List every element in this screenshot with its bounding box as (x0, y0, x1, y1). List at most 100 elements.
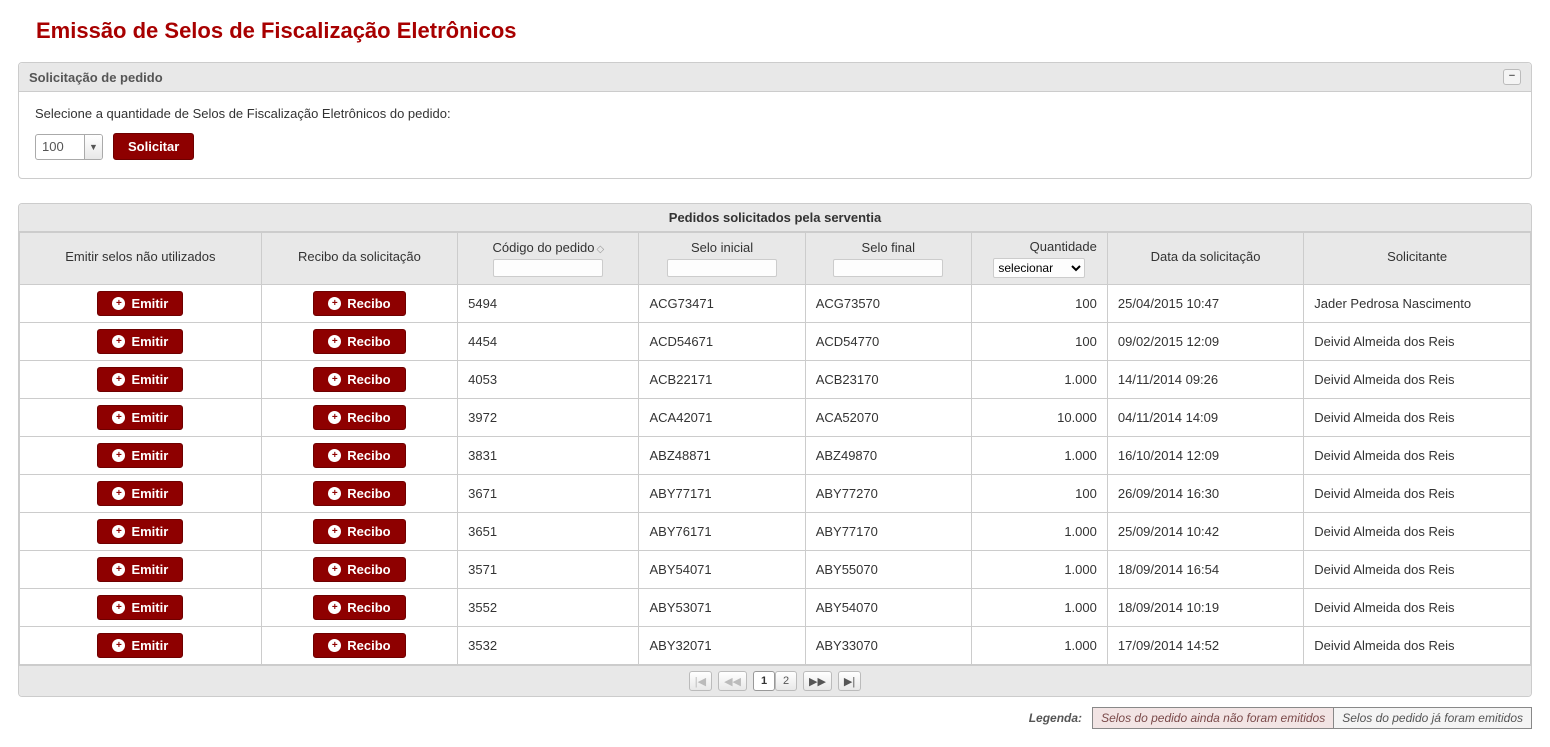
recibo-button[interactable]: +Recibo (313, 443, 405, 468)
cell-selo-final: ACA52070 (805, 399, 971, 437)
cell-data: 16/10/2014 12:09 (1107, 437, 1303, 475)
plus-circle-icon: + (112, 335, 125, 348)
filter-selo-final-input[interactable] (833, 259, 943, 277)
recibo-button[interactable]: +Recibo (313, 367, 405, 392)
cell-data: 18/09/2014 10:19 (1107, 589, 1303, 627)
th-selo-final-label: Selo final (816, 240, 961, 255)
plus-circle-icon: + (112, 449, 125, 462)
th-solicitante-label: Solicitante (1314, 249, 1520, 264)
cell-data: 14/11/2014 09:26 (1107, 361, 1303, 399)
recibo-button[interactable]: +Recibo (313, 329, 405, 354)
legend-pending: Selos do pedido ainda não foram emitidos (1092, 707, 1334, 729)
request-panel-header: Solicitação de pedido − (19, 63, 1531, 92)
cell-selo-inicial: ABZ48871 (639, 437, 805, 475)
cell-selo-inicial: ACG73471 (639, 285, 805, 323)
recibo-button[interactable]: +Recibo (313, 519, 405, 544)
recibo-button[interactable]: +Recibo (313, 291, 405, 316)
request-panel-body: Selecione a quantidade de Selos de Fisca… (19, 92, 1531, 178)
filter-codigo-input[interactable] (493, 259, 603, 277)
cell-solicitante: Deivid Almeida dos Reis (1304, 475, 1531, 513)
cell-solicitante: Deivid Almeida dos Reis (1304, 399, 1531, 437)
cell-selo-inicial: ABY53071 (639, 589, 805, 627)
cell-quantidade: 1.000 (971, 437, 1107, 475)
th-codigo[interactable]: Código do pedido◇ (458, 233, 639, 285)
emitir-button[interactable]: +Emitir (97, 557, 183, 582)
emitir-button[interactable]: +Emitir (97, 519, 183, 544)
cell-data: 17/09/2014 14:52 (1107, 627, 1303, 665)
cell-solicitante: Deivid Almeida dos Reis (1304, 437, 1531, 475)
cell-solicitante: Deivid Almeida dos Reis (1304, 589, 1531, 627)
cell-selo-final: ACG73570 (805, 285, 971, 323)
recibo-button[interactable]: +Recibo (313, 633, 405, 658)
page-title: Emissão de Selos de Fiscalização Eletrôn… (36, 18, 1532, 44)
request-panel-header-label: Solicitação de pedido (29, 70, 163, 85)
cell-data: 09/02/2015 12:09 (1107, 323, 1303, 361)
th-emitir-label: Emitir selos não utilizados (30, 249, 251, 264)
paginator-prev-icon[interactable]: ◀◀ (718, 671, 747, 691)
recibo-button[interactable]: +Recibo (313, 595, 405, 620)
legend: Legenda: Selos do pedido ainda não foram… (18, 707, 1532, 729)
recibo-button[interactable]: +Recibo (313, 481, 405, 506)
emitir-button[interactable]: +Emitir (97, 291, 183, 316)
filter-quantidade-select[interactable]: selecionar (993, 258, 1085, 278)
quantity-stepper[interactable]: 100 ▼ (35, 134, 103, 160)
cell-data: 25/09/2014 10:42 (1107, 513, 1303, 551)
paginator-page[interactable]: 2 (775, 671, 797, 691)
cell-selo-inicial: ACA42071 (639, 399, 805, 437)
plus-circle-icon: + (328, 487, 341, 500)
table-row: +Emitir+Recibo3571ABY54071ABY550701.0001… (20, 551, 1531, 589)
th-quantidade: Quantidade selecionar (971, 233, 1107, 285)
paginator-first-icon[interactable]: |◀ (689, 671, 712, 691)
recibo-button[interactable]: +Recibo (313, 557, 405, 582)
cell-quantidade: 1.000 (971, 361, 1107, 399)
th-recibo: Recibo da solicitação (261, 233, 457, 285)
emitir-button[interactable]: +Emitir (97, 329, 183, 354)
cell-solicitante: Deivid Almeida dos Reis (1304, 551, 1531, 589)
cell-codigo: 3972 (458, 399, 639, 437)
emitir-button[interactable]: +Emitir (97, 443, 183, 468)
emitir-button[interactable]: +Emitir (97, 595, 183, 620)
solicitar-button[interactable]: Solicitar (113, 133, 194, 160)
plus-circle-icon: + (112, 487, 125, 500)
plus-circle-icon: + (328, 639, 341, 652)
paginator-last-icon[interactable]: ▶| (838, 671, 861, 691)
cell-codigo: 3831 (458, 437, 639, 475)
table-row: +Emitir+Recibo3532ABY32071ABY330701.0001… (20, 627, 1531, 665)
recibo-button[interactable]: +Recibo (313, 405, 405, 430)
table-row: +Emitir+Recibo3651ABY76171ABY771701.0002… (20, 513, 1531, 551)
plus-circle-icon: + (328, 411, 341, 424)
plus-circle-icon: + (112, 639, 125, 652)
quantity-value: 100 (36, 135, 84, 159)
emitir-button[interactable]: +Emitir (97, 633, 183, 658)
plus-circle-icon: + (328, 563, 341, 576)
cell-data: 25/04/2015 10:47 (1107, 285, 1303, 323)
emitir-button[interactable]: +Emitir (97, 367, 183, 392)
plus-circle-icon: + (328, 335, 341, 348)
sort-icon: ◇ (596, 244, 604, 255)
cell-codigo: 3671 (458, 475, 639, 513)
cell-codigo: 3552 (458, 589, 639, 627)
cell-selo-final: ABY33070 (805, 627, 971, 665)
collapse-icon[interactable]: − (1503, 69, 1521, 85)
th-selo-final: Selo final (805, 233, 971, 285)
cell-selo-inicial: ABY76171 (639, 513, 805, 551)
paginator-next-icon[interactable]: ▶▶ (803, 671, 832, 691)
th-data-label: Data da solicitação (1118, 249, 1293, 264)
cell-data: 26/09/2014 16:30 (1107, 475, 1303, 513)
table-row: +Emitir+Recibo4454ACD54671ACD5477010009/… (20, 323, 1531, 361)
cell-quantidade: 100 (971, 285, 1107, 323)
filter-selo-inicial-input[interactable] (667, 259, 777, 277)
chevron-down-icon[interactable]: ▼ (84, 135, 102, 159)
cell-selo-final: ABZ49870 (805, 437, 971, 475)
emitir-button[interactable]: +Emitir (97, 481, 183, 506)
request-panel: Solicitação de pedido − Selecione a quan… (18, 62, 1532, 179)
paginator-page[interactable]: 1 (753, 671, 775, 691)
table-row: +Emitir+Recibo4053ACB22171ACB231701.0001… (20, 361, 1531, 399)
th-solicitante: Solicitante (1304, 233, 1531, 285)
emitir-button[interactable]: +Emitir (97, 405, 183, 430)
table-row: +Emitir+Recibo3972ACA42071ACA5207010.000… (20, 399, 1531, 437)
cell-selo-inicial: ABY54071 (639, 551, 805, 589)
cell-quantidade: 100 (971, 475, 1107, 513)
cell-selo-inicial: ABY32071 (639, 627, 805, 665)
legend-done: Selos do pedido já foram emitidos (1334, 707, 1532, 729)
